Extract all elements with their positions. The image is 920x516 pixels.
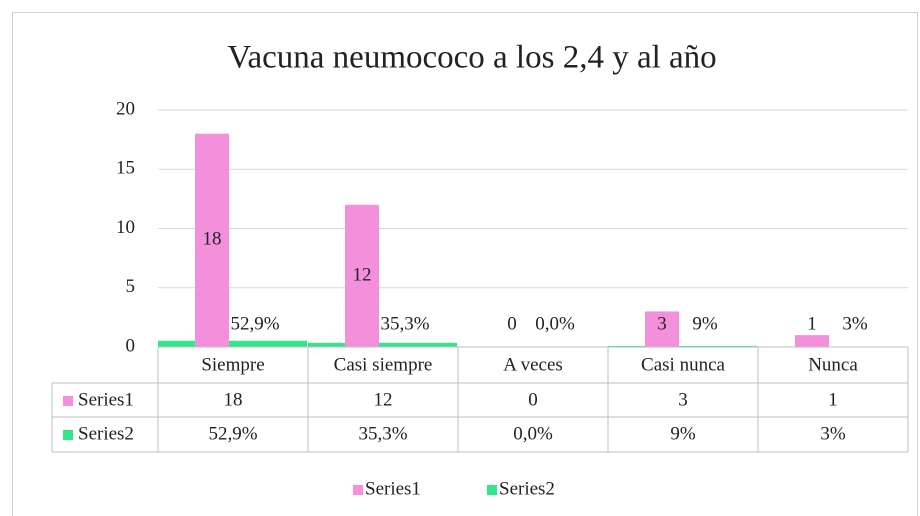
legend-key: [487, 485, 497, 495]
bar: [645, 311, 679, 347]
table-cell: 3%: [820, 423, 846, 444]
data-label: 18: [203, 229, 222, 250]
data-label: 0,0%: [535, 313, 575, 334]
table-cell: 0,0%: [513, 423, 553, 444]
table-cell: 1: [828, 389, 838, 410]
table-series-name: Series1: [78, 389, 134, 410]
table-cell: 9%: [670, 423, 696, 444]
y-tick-label: 5: [126, 276, 136, 297]
bar: [308, 342, 457, 347]
data-label: 3%: [842, 313, 868, 334]
bar: [608, 345, 757, 347]
table-cell: 35,3%: [358, 423, 407, 444]
table-cell: 3: [678, 389, 688, 410]
table-cell: 0: [528, 389, 538, 410]
legend-key: [353, 485, 363, 495]
x-tick-label: Nunca: [808, 354, 858, 375]
table-legend-key: [63, 430, 73, 440]
legend-label: Series1: [365, 478, 421, 499]
data-label: 52,9%: [230, 313, 279, 334]
y-tick-label: 10: [116, 217, 135, 238]
table-cell: 52,9%: [208, 423, 257, 444]
bar: [158, 340, 307, 347]
table-cell: 18: [224, 389, 243, 410]
data-label: 3: [657, 313, 667, 334]
data-label: 0: [507, 313, 517, 334]
data-label: 35,3%: [380, 313, 429, 334]
x-tick-label: Casi siempre: [334, 354, 433, 375]
bar: [345, 204, 379, 347]
y-tick-label: 15: [116, 158, 135, 179]
x-tick-label: A veces: [503, 354, 563, 375]
table-cell: 12: [374, 389, 393, 410]
y-tick-label: 20: [116, 98, 135, 119]
data-label: 12: [353, 264, 372, 285]
table-series-name: Series2: [78, 423, 134, 444]
x-tick-label: Siempre: [201, 354, 264, 375]
bar: [795, 335, 829, 347]
legend-label: Series2: [499, 478, 555, 499]
chart-title: Vacuna neumococo a los 2,4 y al año: [227, 40, 716, 76]
data-label: 1: [807, 313, 817, 334]
bar: [195, 133, 229, 347]
y-tick-label: 0: [126, 335, 136, 356]
data-label: 9%: [692, 313, 718, 334]
table-legend-key: [63, 396, 73, 406]
chart-border: [12, 12, 918, 516]
x-tick-label: Casi nunca: [641, 354, 725, 375]
